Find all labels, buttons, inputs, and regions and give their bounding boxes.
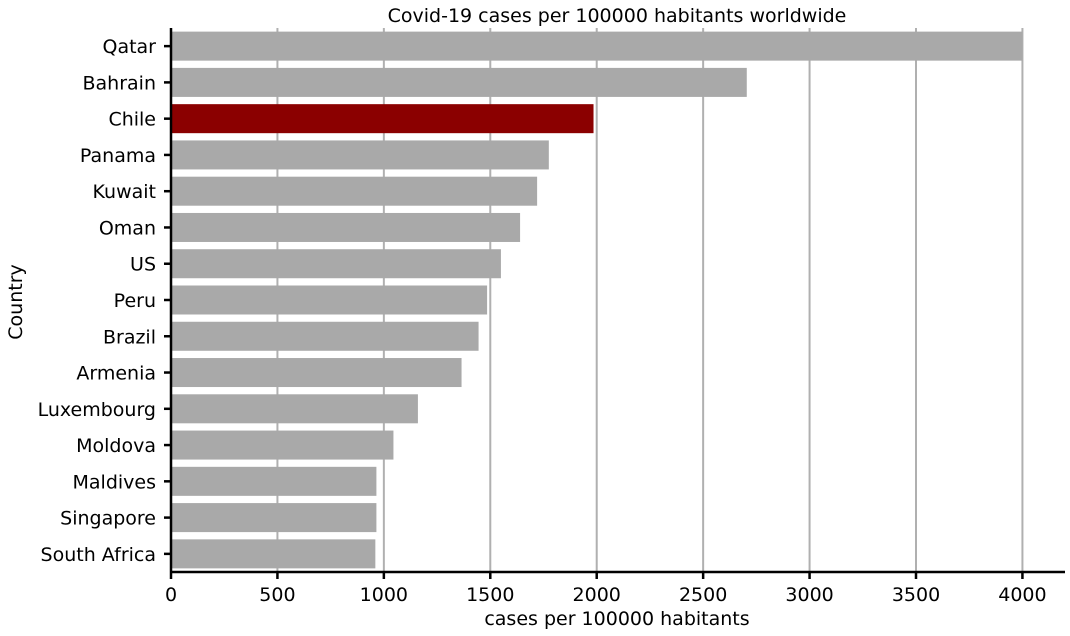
x-tick-label-4000: 4000 <box>998 584 1046 606</box>
x-tick-label-3500: 3500 <box>892 584 940 606</box>
bar-peru <box>171 285 488 315</box>
x-tick-label-0: 0 <box>165 584 177 606</box>
bar-panama <box>171 140 549 170</box>
category-label-us: US <box>130 254 156 276</box>
x-axis-label: cases per 100000 habitants <box>484 608 749 630</box>
category-label-moldova: Moldova <box>76 435 156 457</box>
category-label-panama: Panama <box>80 145 156 167</box>
category-label-peru: Peru <box>114 290 156 312</box>
x-tick-label-2500: 2500 <box>679 584 727 606</box>
x-tick-label-1000: 1000 <box>360 584 408 606</box>
x-tick-label-3000: 3000 <box>785 584 833 606</box>
y-axis-label: Country <box>5 264 27 339</box>
bar-armenia <box>171 358 462 388</box>
category-label-singapore: Singapore <box>60 508 156 530</box>
x-ticks: 0 500 1000 1500 2000 2500 3000 3500 4000 <box>165 572 1047 606</box>
category-label-luxembourg: Luxembourg <box>38 399 156 421</box>
bar-brazil <box>171 321 479 351</box>
y-ticks: Qatar Bahrain Chile Panama Kuwait Oman US Peru B… <box>38 36 171 566</box>
bar-moldova <box>171 430 394 460</box>
category-label-armenia: Armenia <box>76 363 156 385</box>
category-label-brazil: Brazil <box>103 326 156 348</box>
bar-kuwait <box>171 176 538 206</box>
category-label-maldives: Maldives <box>73 471 157 493</box>
bar-chile <box>171 104 594 134</box>
bar-bahrain <box>171 67 747 97</box>
category-label-bahrain: Bahrain <box>83 72 157 94</box>
category-label-chile: Chile <box>108 109 156 131</box>
bar-singapore <box>171 503 377 533</box>
bar-us <box>171 249 501 279</box>
x-tick-label-1500: 1500 <box>466 584 514 606</box>
bar-south-africa <box>171 539 376 569</box>
bar-maldives <box>171 466 377 496</box>
category-label-qatar: Qatar <box>102 36 156 58</box>
x-tick-label-500: 500 <box>259 584 295 606</box>
chart-title: Covid-19 cases per 100000 habitants worl… <box>388 5 847 27</box>
category-label-south-africa: South Africa <box>41 544 156 566</box>
bar-qatar <box>171 31 1023 61</box>
category-label-kuwait: Kuwait <box>93 181 156 203</box>
bars <box>171 31 1023 569</box>
category-label-oman: Oman <box>99 217 156 239</box>
x-tick-label-2000: 2000 <box>573 584 621 606</box>
bar-oman <box>171 212 521 242</box>
bar-luxembourg <box>171 394 418 424</box>
